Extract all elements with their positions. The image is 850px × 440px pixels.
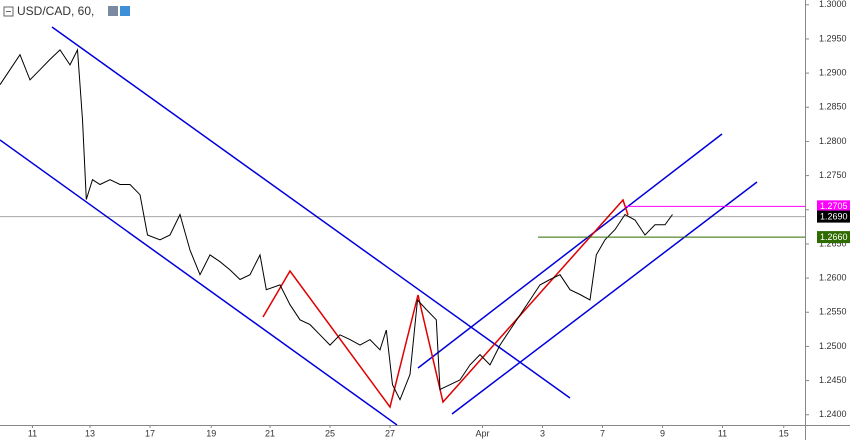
y-tick-label: 1.2650 (819, 238, 847, 248)
zigzag (262, 198, 629, 409)
chart-title: USD/CAD, 60, (17, 4, 94, 18)
y-tick-label: 1.2500 (819, 341, 847, 351)
y-tick-label: 1.3000 (819, 0, 847, 9)
channel-line (451, 181, 758, 415)
x-tick-label: 13 (85, 428, 95, 438)
x-tick-label: 7 (600, 428, 605, 438)
level-box (817, 200, 850, 213)
drawings (0, 26, 758, 426)
x-tick-label: 17 (145, 428, 155, 438)
y-tick-label: 1.2550 (819, 307, 847, 317)
y-tick-label: 1.2900 (819, 67, 847, 77)
channel-line (0, 139, 398, 426)
x-tick-label: 25 (325, 428, 335, 438)
x-tick-label: 11 (28, 428, 37, 438)
x-tick-label: 27 (385, 428, 395, 438)
x-tick-label: 9 (660, 428, 665, 438)
plot (0, 48, 673, 401)
x-tick-label: 11 (718, 428, 727, 438)
y-tick-label: 1.2800 (819, 136, 847, 146)
x-tick-label: Apr (475, 428, 489, 438)
channel-line (417, 133, 723, 369)
settings-icon[interactable] (108, 6, 118, 16)
level-box (817, 210, 850, 223)
x-tick-label: 21 (265, 428, 275, 438)
channel-line (51, 26, 571, 399)
level-label: 1.2705 (820, 201, 848, 211)
price-line (0, 48, 673, 401)
y-tick-label: 1.2600 (819, 272, 847, 282)
x-tick-label: 3 (540, 428, 545, 438)
level-box (817, 231, 850, 244)
settings-icon[interactable] (120, 6, 130, 16)
y-tick-label: 1.2400 (819, 409, 847, 419)
level-label: 1.2690 (820, 211, 848, 221)
level-label: 1.2660 (820, 232, 848, 242)
y-tick-label: 1.2750 (819, 170, 847, 180)
x-tick-label: 19 (206, 428, 216, 438)
y-tick-label: 1.2950 (819, 33, 847, 43)
y-tick-label: 1.2450 (819, 375, 847, 385)
x-tick-label: 15 (779, 428, 789, 438)
y-tick-label: 1.2850 (819, 102, 847, 112)
